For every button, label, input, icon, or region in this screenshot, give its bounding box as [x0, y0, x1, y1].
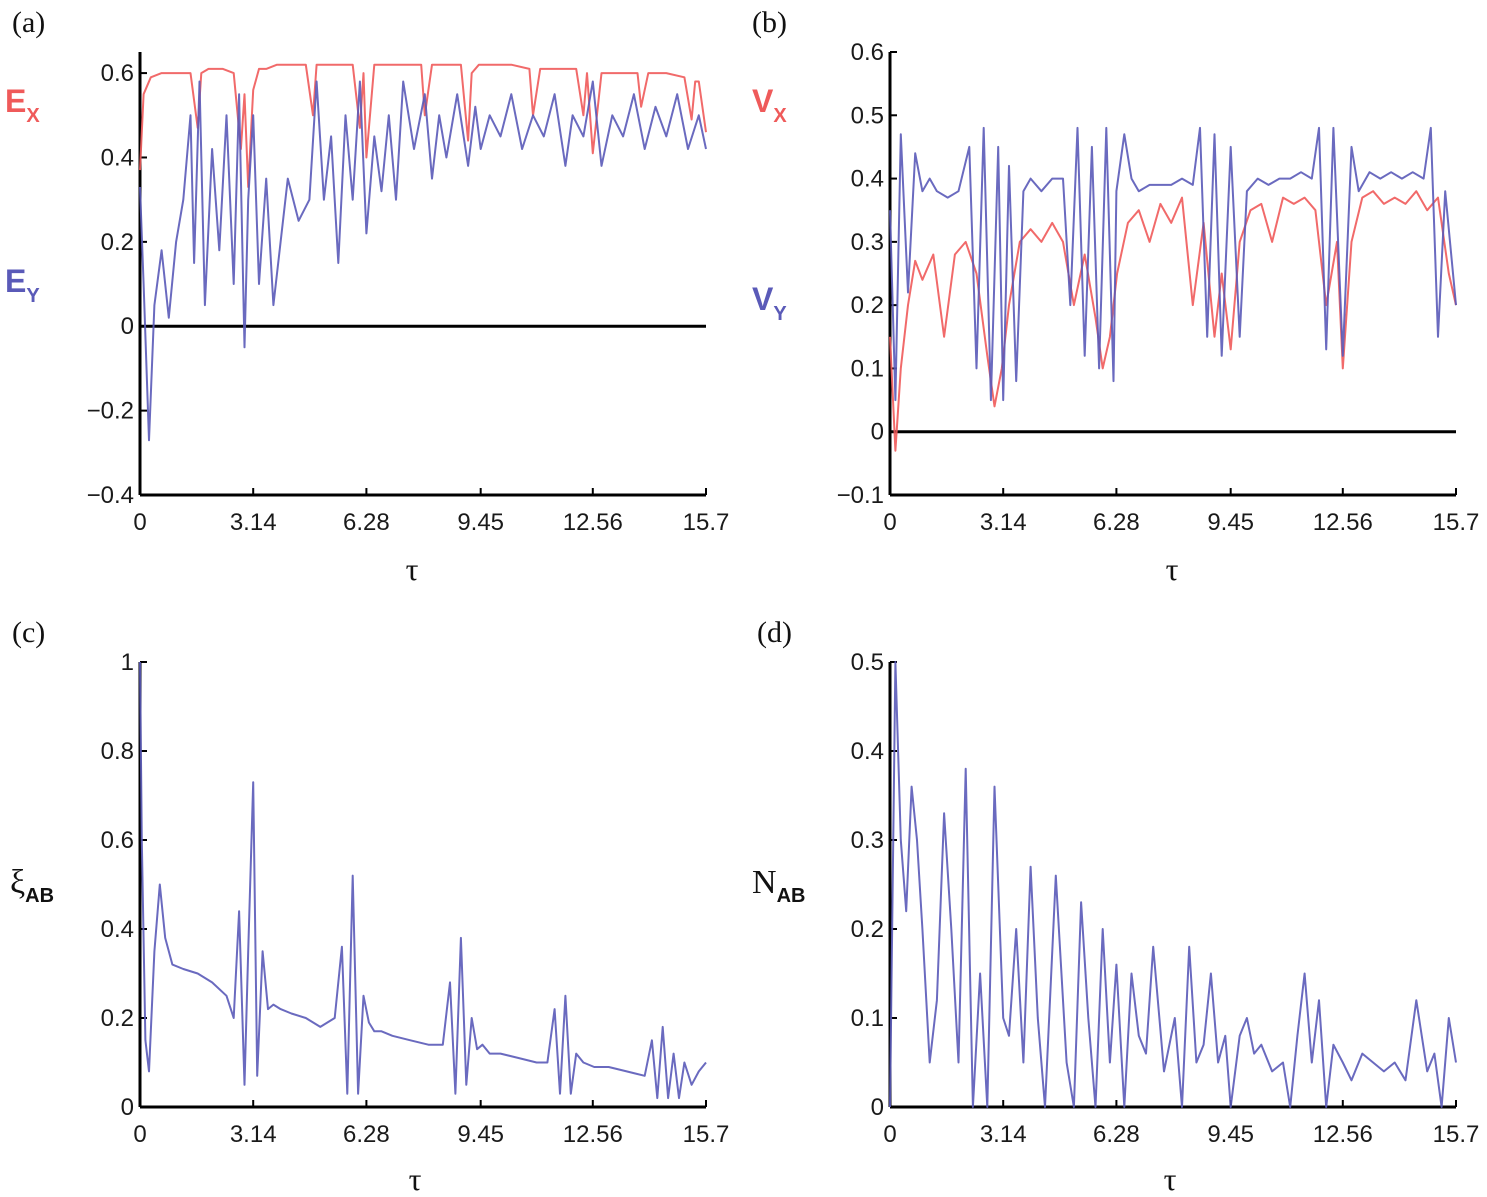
legend-vy-label: V: [752, 281, 774, 317]
x-tick-label-a: 0: [133, 509, 146, 536]
plot-area-b: −0.100.10.20.30.40.50.60 3.14 6.28 9.45 12.5…: [837, 39, 1480, 536]
legend-ey-label: E: [5, 263, 26, 299]
x-tick-label-b: 6.28: [1093, 509, 1140, 536]
y-tick-label-d: 0.3: [851, 827, 884, 854]
legend-vx: VX: [752, 83, 787, 127]
panel-c: (c) 0 0.2 0.4 0.6 0.8 1 0 3.14 6.28 9.45 12.56 15.7…: [10, 616, 729, 1197]
y-tick-label-c: 0: [121, 1094, 134, 1121]
y-tick-label-c: 1: [121, 649, 134, 676]
series-line-e-y: [139, 80, 707, 442]
y-axis-label-d-main: N: [752, 864, 777, 901]
plot-area-d: 0 0.1 0.2 0.3 0.4 0.5 0 3.14 6.28 9.45 12.56 15.7: [851, 649, 1480, 1148]
panel-label-d: (d): [757, 616, 792, 649]
y-tick-label-b: 0: [871, 419, 884, 446]
plot-area-a: −0.4 −0.2 0 0.2 0.4 0.6 0 3.14 6.28 9.45 12.56 15.7: [87, 52, 730, 536]
y-axis-label-d-sub: AB: [777, 885, 806, 907]
y-tick-label-a: 0.6: [101, 60, 134, 87]
y-tick-label-c: 0.4: [101, 916, 134, 943]
series-line-n-ab: [889, 661, 1457, 1108]
legend-ex: EX: [5, 83, 40, 127]
x-tick-label-c: 9.45: [457, 1121, 504, 1148]
panel-label-b: (b): [752, 6, 787, 39]
y-tick-label-b: 0.3: [851, 229, 884, 256]
y-tick-label-b: 0.4: [851, 166, 884, 193]
y-axis-label-c-main: ξ: [10, 864, 25, 901]
legend-ex-sub: X: [26, 105, 40, 127]
y-tick-label-c: 0.6: [101, 827, 134, 854]
y-tick-label-d: 0.1: [851, 1005, 884, 1032]
x-tick-label-b: 12.56: [1313, 509, 1373, 536]
x-axis-label-c: τ: [409, 1161, 422, 1197]
y-tick-label-b: 0.1: [851, 355, 884, 382]
series-line-v-y: [889, 126, 1457, 402]
x-tick-label-a: 12.56: [563, 509, 623, 536]
x-tick-label-d: 6.28: [1093, 1121, 1140, 1148]
x-axis-label-b: τ: [1166, 551, 1179, 587]
y-tick-label-b: 0.5: [851, 102, 884, 129]
x-tick-label-c: 0: [133, 1121, 146, 1148]
y-tick-label-d: 0.5: [851, 649, 884, 676]
x-tick-label-c: 3.14: [230, 1121, 277, 1148]
y-tick-label-c: 0.8: [101, 738, 134, 765]
y-tick-label-a: 0: [121, 313, 134, 340]
panel-a: (a) −0.4 −0.2 0 0.2 0.4 0.6 0 3.14 6.28 9.45 12.56…: [5, 6, 729, 587]
x-tick-label-b: 15.7: [1433, 509, 1480, 536]
legend-vy: VY: [752, 281, 787, 325]
x-axis-label-d: τ: [1164, 1161, 1177, 1197]
panel-b: (b) −0.100.10.20.30.40.50.60 3.14 6.28 9.45…: [752, 6, 1479, 587]
x-tick-label-a: 15.7: [683, 509, 730, 536]
y-tick-label-b: −0.1: [837, 482, 884, 509]
y-tick-label-a: 0.4: [101, 144, 134, 171]
x-tick-label-c: 15.7: [683, 1121, 730, 1148]
panel-d: (d) 0 0.1 0.2 0.3 0.4 0.5 0 3.14 6.28 9.45 12.56 15…: [752, 616, 1479, 1197]
legend-ex-label: E: [5, 83, 26, 119]
x-tick-label-a: 9.45: [457, 509, 504, 536]
legend-vy-sub: Y: [773, 303, 787, 325]
y-tick-label-d: 0.2: [851, 916, 884, 943]
y-tick-label-a: 0.2: [101, 229, 134, 256]
legend-vx-sub: X: [773, 105, 787, 127]
y-tick-label-b: 0.6: [851, 39, 884, 66]
legend-vx-label: V: [752, 83, 774, 119]
y-tick-label-d: 0: [871, 1094, 884, 1121]
x-tick-label-d: 12.56: [1313, 1121, 1373, 1148]
x-tick-label-d: 3.14: [980, 1121, 1027, 1148]
x-tick-label-a: 3.14: [230, 509, 277, 536]
series-line-e-x: [139, 63, 707, 188]
x-axis-label-a: τ: [406, 551, 419, 587]
y-tick-label-b: 0.2: [851, 292, 884, 319]
y-tick-label-d: 0.4: [851, 738, 884, 765]
y-tick-label-a: −0.2: [87, 398, 134, 425]
panel-label-c: (c): [12, 616, 45, 649]
y-axis-label-c-sub: AB: [25, 885, 54, 907]
y-tick-label-a: −0.4: [87, 482, 134, 509]
x-tick-label-a: 6.28: [343, 509, 390, 536]
plot-area-c: 0 0.2 0.4 0.6 0.8 1 0 3.14 6.28 9.45 12.56 15.7: [101, 649, 730, 1148]
series-line-xi-ab: [139, 661, 707, 1100]
x-tick-label-b: 0: [883, 509, 896, 536]
y-axis-label-c: ξAB: [10, 864, 54, 907]
x-tick-label-d: 9.45: [1207, 1121, 1254, 1148]
legend-ey: EY: [5, 263, 40, 307]
x-tick-label-c: 12.56: [563, 1121, 623, 1148]
y-tick-label-c: 0.2: [101, 1005, 134, 1032]
x-tick-label-b: 9.45: [1207, 509, 1254, 536]
x-tick-label-d: 15.7: [1433, 1121, 1480, 1148]
legend-ey-sub: Y: [26, 285, 40, 307]
x-tick-label-d: 0: [883, 1121, 896, 1148]
x-tick-label-c: 6.28: [343, 1121, 390, 1148]
y-axis-label-d: NAB: [752, 864, 805, 907]
x-tick-label-b: 3.14: [980, 509, 1027, 536]
panel-label-a: (a): [12, 6, 45, 39]
